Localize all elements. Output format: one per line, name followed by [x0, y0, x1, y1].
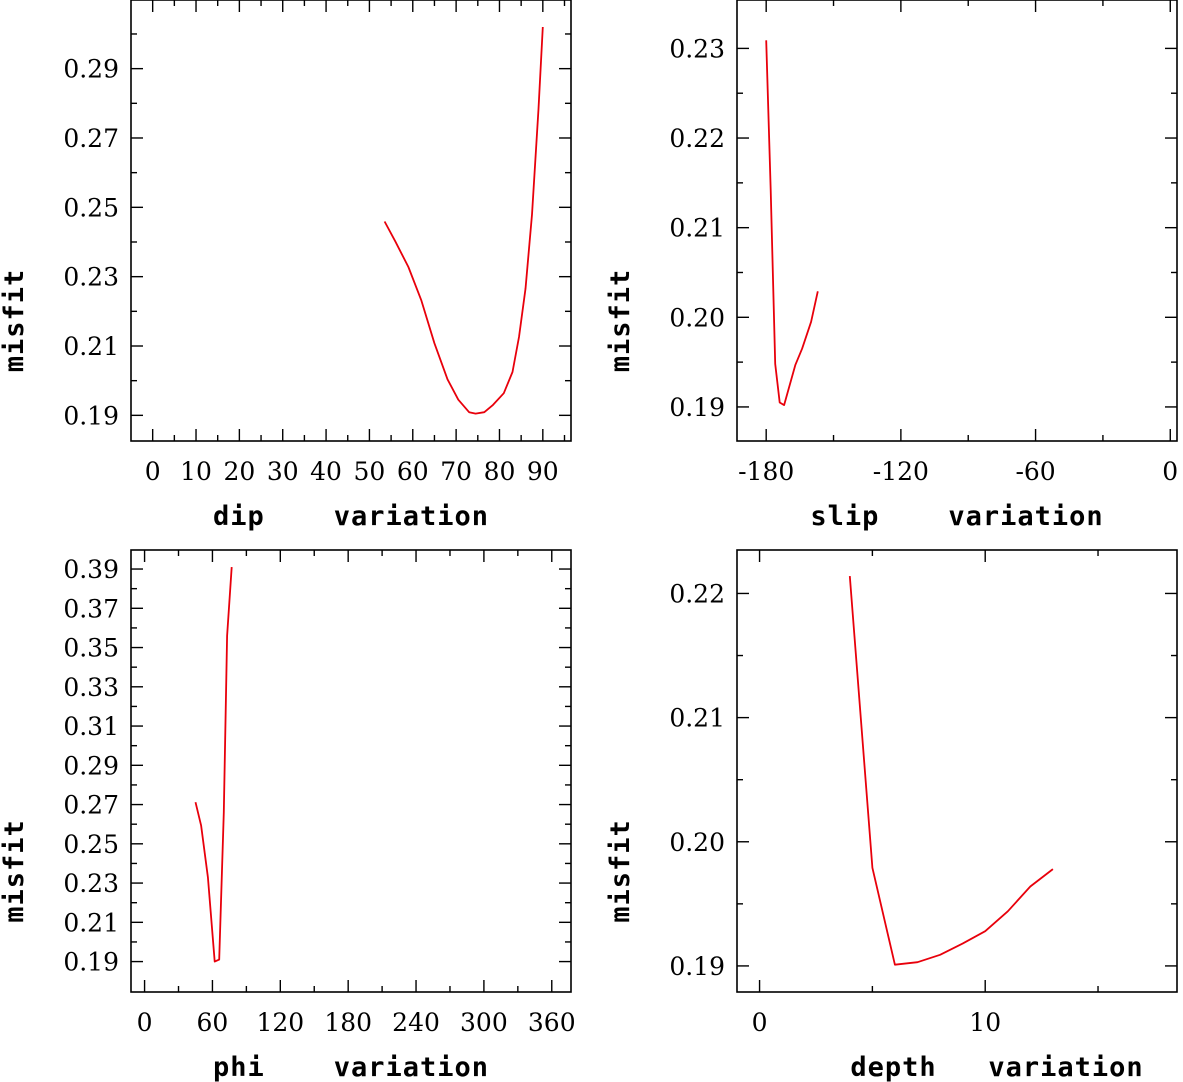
- y-tick-label: 0.29: [63, 751, 119, 780]
- depth-y-axis-label: misfit: [605, 819, 636, 923]
- dip-misfit-curve: [383, 26, 544, 415]
- y-tick-label: 0.23: [63, 263, 119, 292]
- y-tick-label: 0.37: [63, 594, 119, 623]
- slip-misfit-curve: [765, 40, 819, 407]
- y-tick-label: 0.21: [669, 704, 725, 733]
- x-tick-label: 0: [752, 1008, 768, 1037]
- phi-x-axis-label: phi variation: [213, 1052, 489, 1082]
- depth-plot-frame: [736, 549, 1178, 993]
- x-tick-label: 80: [484, 457, 516, 486]
- x-tick-label: 20: [223, 457, 255, 486]
- x-tick-label: 90: [527, 457, 559, 486]
- slip-x-axis-label: slip variation: [810, 501, 1103, 532]
- x-tick-label: -60: [1015, 457, 1055, 486]
- x-tick-label: 0: [1162, 457, 1178, 486]
- y-tick-label: 0.23: [63, 869, 119, 898]
- depth-x-axis-label: depth variation: [850, 1052, 1143, 1082]
- x-tick-label: 180: [324, 1008, 372, 1037]
- y-tick-label: 0.39: [63, 555, 119, 584]
- x-tick-label: 0: [145, 457, 161, 486]
- dip-y-axis-label: misfit: [0, 269, 30, 373]
- y-tick-label: 0.29: [63, 55, 119, 84]
- y-tick-label: 0.21: [63, 908, 119, 937]
- slip-variation-panel: -180 -120 -60 0 0.19 0.20 0.21 0.22 0.23 slip var…: [605, 0, 1178, 532]
- depth-misfit-curve: [848, 576, 1054, 966]
- x-tick-label: 40: [310, 457, 342, 486]
- dip-plot-frame: [130, 0, 572, 442]
- phi-y-axis-label: misfit: [0, 819, 30, 923]
- slip-plot-frame: [736, 0, 1178, 442]
- x-tick-label: -120: [873, 457, 929, 486]
- y-tick-label: 0.20: [669, 828, 725, 857]
- slip-y-axis-label: misfit: [605, 269, 636, 373]
- y-tick-label: 0.23: [669, 34, 725, 63]
- dip-variation-panel: 0 10 20 30 40 50 60 70 80 90 0.19 0.21 0.23 0.25 0.27 0…: [0, 0, 572, 532]
- x-tick-label: 360: [528, 1008, 576, 1037]
- x-tick-label: 10: [180, 457, 212, 486]
- y-tick-label: 0.19: [63, 948, 119, 977]
- y-tick-label: 0.27: [63, 791, 119, 820]
- y-tick-label: 0.19: [63, 401, 119, 430]
- y-tick-label: 0.20: [669, 303, 725, 332]
- x-tick-label: 50: [354, 457, 386, 486]
- y-tick-label: 0.22: [669, 579, 725, 608]
- y-tick-label: 0.25: [63, 830, 119, 859]
- x-tick-label: 0: [137, 1008, 153, 1037]
- y-tick-label: 0.27: [63, 124, 119, 153]
- x-tick-label: -180: [738, 457, 794, 486]
- phi-misfit-curve: [194, 567, 233, 963]
- x-tick-label: 120: [256, 1008, 304, 1037]
- y-tick-label: 0.31: [63, 712, 119, 741]
- phi-plot-frame: [130, 549, 572, 993]
- x-tick-label: 240: [392, 1008, 440, 1037]
- y-tick-label: 0.35: [63, 634, 119, 663]
- y-tick-label: 0.19: [669, 393, 725, 422]
- y-tick-label: 0.19: [669, 952, 725, 981]
- y-tick-label: 0.25: [63, 193, 119, 222]
- phi-variation-panel: 0 60 120 180 240 300 360 0.19 0.21 0.23 0.25 0.27 0.…: [0, 549, 576, 1082]
- dip-x-axis-label: dip variation: [213, 501, 489, 532]
- x-tick-label: 60: [197, 1008, 229, 1037]
- y-tick-label: 0.22: [669, 124, 725, 153]
- x-tick-label: 300: [460, 1008, 508, 1037]
- y-tick-label: 0.21: [669, 214, 725, 243]
- x-tick-label: 60: [397, 457, 429, 486]
- x-tick-label: 10: [969, 1008, 1001, 1037]
- depth-variation-panel: 0 10 0.19 0.20 0.21 0.22 depth variation misfit: [605, 549, 1178, 1082]
- y-tick-label: 0.21: [63, 332, 119, 361]
- y-tick-label: 0.33: [63, 673, 119, 702]
- x-tick-label: 30: [267, 457, 299, 486]
- x-tick-label: 70: [440, 457, 472, 486]
